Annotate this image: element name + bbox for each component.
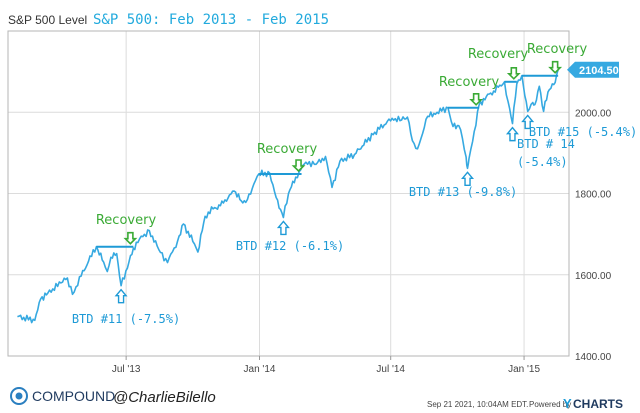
dip-arrow-icon (461, 171, 475, 187)
chart-title: S&P 500: Feb 2013 - Feb 2015 (93, 12, 329, 28)
footer-powered-by: Powered by (529, 400, 571, 409)
recovery-arrow-icon (123, 231, 138, 245)
recovery-arrow-icon (291, 159, 306, 173)
footer-handle: @CharlieBilello (113, 389, 216, 406)
y-tick-label: 1400.00 (575, 352, 612, 363)
recovery-label: Recovery (439, 75, 500, 90)
y-tick-label: 1600.00 (575, 271, 612, 282)
ycharts-logo-icon: Y (563, 396, 572, 411)
x-tick-label: Jan '15 (508, 364, 540, 375)
dip-arrow-icon (114, 288, 128, 304)
recovery-label: Recovery (96, 213, 157, 228)
btd-label: BTD #12 (-6.1%) (236, 239, 344, 253)
btd-label: BTD #13 (-9.8%) (409, 185, 517, 199)
footer-brand: COMPOUND (32, 388, 115, 404)
y-tick-label: 2000.00 (575, 108, 612, 119)
recovery-arrow-icon (548, 60, 563, 74)
drawdown-annotation: Recovery BTD # 14 (-5.4%) (468, 47, 575, 169)
recovery-label: Recovery (527, 42, 588, 57)
x-tick-label: Jul '14 (376, 364, 405, 375)
dip-arrow-icon (505, 126, 519, 142)
footer-timestamp: Sep 21 2021, 10:04AM EDT. (427, 400, 528, 409)
dip-arrow-icon (521, 114, 535, 130)
btd-label: BTD # 14 (517, 137, 575, 151)
dip-arrow-icon (276, 220, 290, 236)
drawdown-annotation: Recovery BTD #13 (-9.8%) (409, 75, 517, 199)
plot-area (7, 30, 570, 357)
y-tick-label: 1800.00 (575, 190, 612, 201)
drawdown-annotation: Recovery BTD #11 (-7.5%) (72, 213, 180, 326)
recovery-label: Recovery (468, 47, 529, 62)
btd-label: BTD #15 (-5.4%) (529, 125, 637, 139)
recovery-arrow-icon (469, 92, 484, 106)
sp500-series-line (17, 69, 559, 324)
recovery-label: Recovery (257, 142, 318, 157)
btd-label: (-5.4%) (517, 155, 568, 169)
y-axis-label: S&P 500 Level (8, 13, 87, 27)
drawdown-annotation: Recovery BTD #15 (-5.4%) (521, 42, 637, 139)
compound-logo-icon (10, 387, 28, 405)
footer-ycharts: CHARTS (573, 397, 623, 411)
drawdown-annotation: Recovery BTD #12 (-6.1%) (236, 142, 344, 253)
svg-text:2104.50: 2104.50 (579, 65, 619, 77)
btd-label: BTD #11 (-7.5%) (72, 312, 180, 326)
x-tick-label: Jan '14 (244, 364, 276, 375)
recovery-arrow-icon (506, 66, 521, 80)
x-tick-label: Jul '13 (112, 364, 141, 375)
last-value-badge: 2104.50 (567, 61, 619, 78)
